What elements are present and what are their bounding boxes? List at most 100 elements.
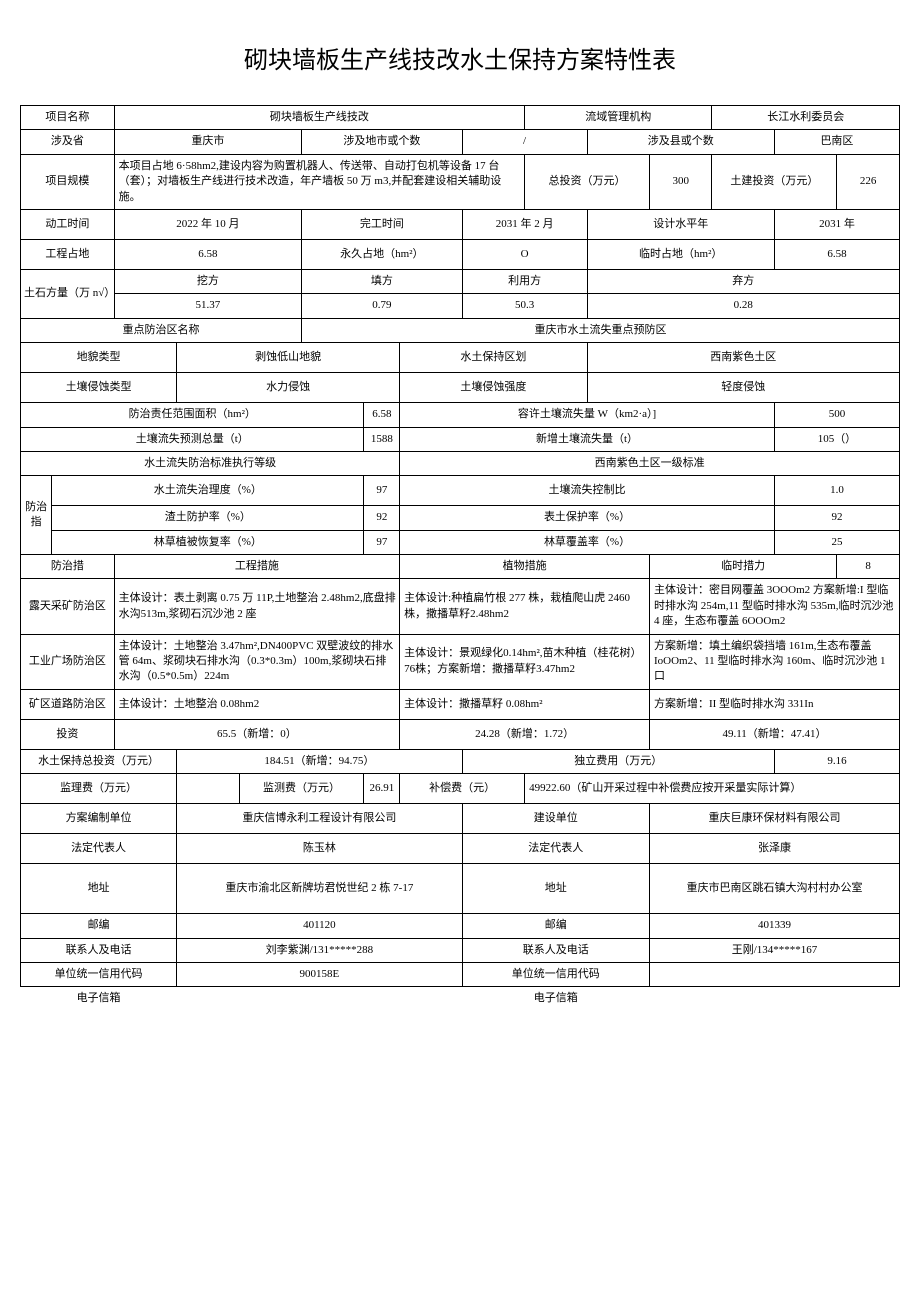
cell-value: 2022 年 10 月 (114, 209, 301, 239)
cell-label: 设计水平年 (587, 209, 774, 239)
cell-value: 主体设计：土地整治 0.08hm2 (114, 689, 400, 719)
cell-label: 容许土壤流失量 W（km2·a）] (400, 403, 775, 427)
cell-label: 邮编 (462, 914, 649, 938)
cell-value: 8 (837, 555, 900, 579)
cell-value: 226 (837, 154, 900, 209)
cell-label: 总投资（万元） (525, 154, 650, 209)
cell-label: 防治责任范围面积（hm²） (21, 403, 364, 427)
cell-label: 方案编制单位 (21, 804, 177, 834)
cell-label: 投资 (21, 719, 115, 749)
cell-value: 401339 (649, 914, 899, 938)
cell-label: 完工时间 (302, 209, 463, 239)
cell-label: 土壤侵蚀类型 (21, 373, 177, 403)
cell-value: 92 (364, 506, 400, 530)
cell-value (649, 987, 899, 1011)
cell-value: 9.16 (774, 749, 899, 773)
cell-label: 地址 (21, 864, 177, 914)
cell-value: 0.28 (587, 294, 899, 318)
cell-value: 重庆巨康环保材料有限公司 (649, 804, 899, 834)
cell-value: 水力侵蚀 (177, 373, 400, 403)
cell-value: 97 (364, 530, 400, 554)
cell-value: 6.58 (114, 239, 301, 269)
cell-label: 土壤流失控制比 (400, 476, 775, 506)
cell-label: 挖方 (114, 269, 301, 293)
cell-value: 本项目占地 6·58hm2,建设内容为购置机器人、传送带、自动打包机等设备 17… (114, 154, 524, 209)
cell-value: 主体设计:种植扁竹根 277 株，栽植爬山虎 2460 株，撒播草籽2.48hm… (400, 579, 650, 634)
cell-value (649, 962, 899, 986)
cell-label: 工业广场防治区 (21, 634, 115, 689)
cell-label: 邮编 (21, 914, 177, 938)
cell-value: 重庆市 (114, 130, 301, 154)
cell-value (177, 774, 239, 804)
cell-value: 重庆市渝北区新牌坊君悦世纪 2 栋 7-17 (177, 864, 463, 914)
cell-value: 西南紫色土区一级标准 (400, 451, 900, 475)
cell-value: 900158E (177, 962, 463, 986)
cell-label: 永久占地（hm²） (302, 239, 463, 269)
cell-label: 防治措 (21, 555, 115, 579)
cell-label: 利用方 (462, 269, 587, 293)
cell-side-label: 防治指 (21, 476, 52, 555)
cell-value: 50.3 (462, 294, 587, 318)
cell-value: 97 (364, 476, 400, 506)
cell-label: 电子信箱 (21, 987, 177, 1011)
cell-label: 表土保护率（%） (400, 506, 775, 530)
cell-label: 涉及地市或个数 (302, 130, 463, 154)
cell-label: 项目名称 (21, 106, 115, 130)
cell-label: 渣土防护率（%） (52, 506, 364, 530)
cell-value: 49922.60（矿山开采过程中补偿费应按开采量实际计算） (525, 774, 900, 804)
cell-label: 法定代表人 (21, 834, 177, 864)
cell-label: 露天采矿防治区 (21, 579, 115, 634)
cell-label: 土壤流失预测总量（t） (21, 427, 364, 451)
cell-value: 张泽康 (649, 834, 899, 864)
cell-value: 92 (774, 506, 899, 530)
cell-label: 矿区道路防治区 (21, 689, 115, 719)
cell-value: 巴南区 (774, 130, 899, 154)
cell-value: 剥蚀低山地貌 (177, 343, 400, 373)
cell-label: 新增土壤流失量（t） (400, 427, 775, 451)
page-title: 砌块墙板生产线技改水土保持方案特性表 (20, 40, 900, 75)
cell-value: 主体设计：表土剥离 0.75 万 11P,土地整治 2.48hm2,底盘排水沟5… (114, 579, 400, 634)
cell-value: 1588 (364, 427, 400, 451)
cell-value: 主体设计：密目网覆盖 3OOOm2 方案新增:I 型临时排水沟 254m,11 … (649, 579, 899, 634)
cell-value: 2031 年 2 月 (462, 209, 587, 239)
cell-label: 土壤侵蚀强度 (400, 373, 587, 403)
cell-value: 刘李紫渊/131*****288 (177, 938, 463, 962)
cell-label: 林草覆盖率（%） (400, 530, 775, 554)
cell-label: 补偿费（元） (400, 774, 525, 804)
cell-label: 临时措力 (649, 555, 836, 579)
cell-value: 26.91 (364, 774, 400, 804)
cell-value: 方案新增：填土编织袋挡墙 161m,生态布覆盖IoOOm2、11 型临时排水沟 … (649, 634, 899, 689)
cell-value: 65.5（新增：0） (114, 719, 400, 749)
cell-label: 流域管理机构 (525, 106, 712, 130)
cell-value: 陈玉林 (177, 834, 463, 864)
cell-label: 水土保持区划 (400, 343, 587, 373)
cell-value: 2031 年 (774, 209, 899, 239)
cell-label: 工程占地 (21, 239, 115, 269)
cell-label: 涉及县或个数 (587, 130, 774, 154)
cell-value: 51.37 (114, 294, 301, 318)
cell-value: 0.79 (302, 294, 463, 318)
cell-value: 24.28（新增：1.72） (400, 719, 650, 749)
cell-value: 105（） (774, 427, 899, 451)
cell-label: 涉及省 (21, 130, 115, 154)
cell-label: 独立费用（万元） (462, 749, 774, 773)
cell-label: 地貌类型 (21, 343, 177, 373)
cell-label: 土建投资（万元） (712, 154, 837, 209)
cell-value: 49.11（新增：47.41） (649, 719, 899, 749)
cell-label: 水土保持总投资（万元） (21, 749, 177, 773)
cell-label: 监测费（万元） (239, 774, 364, 804)
cell-value: 轻度侵蚀 (587, 373, 899, 403)
cell-value: 1.0 (774, 476, 899, 506)
cell-label: 建设单位 (462, 804, 649, 834)
cell-label: 水土流失防治标准执行等级 (21, 451, 400, 475)
cell-value: 184.51（新增：94.75） (177, 749, 463, 773)
cell-value: 重庆市巴南区跳石镇大沟村村办公室 (649, 864, 899, 914)
cell-label: 动工时间 (21, 209, 115, 239)
cell-value: 主体设计：景观绿化0.14hm²,苗木种植（桂花树）76株；方案新增：撒播草籽3… (400, 634, 650, 689)
cell-label: 电子信箱 (462, 987, 649, 1011)
cell-value: 重庆信博永利工程设计有限公司 (177, 804, 463, 834)
cell-value: 重庆市水土流失重点预防区 (302, 318, 900, 342)
cell-value: 500 (774, 403, 899, 427)
cell-value: 方案新增：II 型临时排水沟 331In (649, 689, 899, 719)
cell-label: 监理费（万元） (21, 774, 177, 804)
